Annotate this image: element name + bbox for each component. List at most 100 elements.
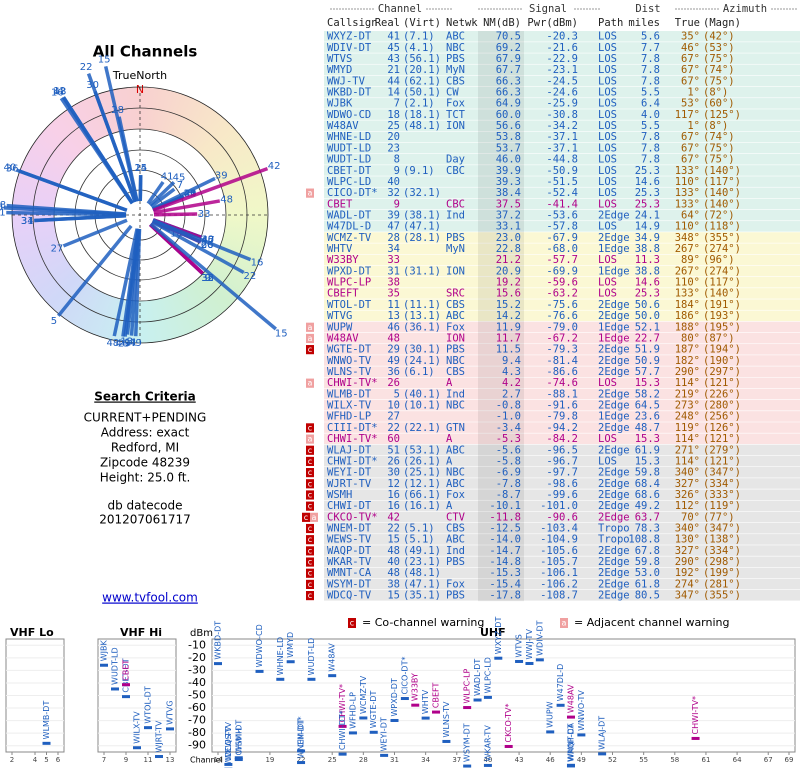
station-label: WTVS [515,634,524,657]
cell: -79.0 [546,321,578,333]
cell: -50.9 [546,165,578,177]
cell: WSYM-DT [327,578,372,590]
signal-spoke [6,210,127,217]
row-background [324,511,800,523]
station-label: CIII-DT* [297,716,306,747]
station-label: CICO-DT* [400,657,409,695]
cell: ABC [446,31,465,43]
cell: 2Edge [598,556,630,568]
row-background [324,366,800,377]
signal-bar [473,698,482,702]
cell: Fox [446,489,465,501]
cell: 80° [681,332,700,344]
station-label: CHWI-DT [234,720,243,756]
station-label: CHWI-DT* [338,710,347,750]
cell: -69.9 [546,265,578,277]
cell: 2.7 [502,388,521,400]
signal-spoke [150,187,176,208]
cell: -57.8 [546,221,578,233]
row-background [324,578,800,590]
row-background [324,288,800,299]
station-label: WCMZ-TV [359,675,368,714]
row-background [324,75,800,87]
cell: 49.2 [635,500,660,512]
x-tick-label: 61 [701,756,710,764]
x-tick-label: 19 [265,756,274,764]
cell: Fox [446,321,465,333]
cell: 14.2 [496,310,521,322]
cell: 36 [387,366,400,378]
cell: LOS [598,86,617,98]
cell: 67.8 [635,545,660,557]
spoke-label: 5 [51,316,57,327]
cell: 38 [387,277,400,289]
cell: 89° [681,254,700,266]
warning-flag [306,468,314,478]
cell: (38.1) [403,209,441,221]
cell: -10.1 [489,500,521,512]
warning-flag-text: c [308,468,312,477]
row-background [324,176,800,187]
cell: 15.3 [635,455,660,467]
cell: 48 [387,332,400,344]
spoke-label: 22 [80,62,93,73]
cell: -51.5 [546,176,578,188]
station-label: WWJ-TV [525,629,534,660]
warning-flag-text: c [308,457,312,466]
cell: 8 [394,154,400,166]
cell: 60 [387,433,400,445]
cell: (87°) [703,332,735,344]
datecode-label: db datecode [107,499,182,513]
cell: (193°) [703,310,741,322]
cell: (121°) [703,455,741,467]
spoke-label: 14 [134,163,147,174]
cell: 53.7 [496,142,521,154]
cell: 340° [675,523,700,535]
cell: 2Edge [598,232,630,244]
cell: 28 [387,232,400,244]
cell: SRC [446,288,465,300]
cell: Fox [446,578,465,590]
signal-bar [111,687,119,691]
cell: (30.1) [403,344,441,356]
spoke-label: 20 [184,189,197,200]
signal-spoke [112,228,139,337]
station-label: WEWS-TV [224,721,233,760]
signal-bar [380,753,389,757]
cell: (23.1) [403,556,441,568]
cell: (6.1) [403,366,435,378]
cell: 67.9 [496,53,521,65]
cell: 340° [675,467,700,479]
warning-flag-text: c [308,345,312,354]
station-label: WKBD-DT [214,621,223,660]
cell: -63.2 [546,288,578,300]
warning-flag [306,423,314,433]
cell: 39.9 [496,165,521,177]
cell: WLPC-LD [327,176,371,188]
link[interactable]: www.tvfool.com [102,591,198,605]
cell: 14.6 [635,277,660,289]
signal-bar [463,706,472,710]
warning-flag-text: c [308,546,312,555]
cell: 2Edge [598,422,630,434]
signal-bar [432,710,441,714]
cell: LOS [598,98,617,110]
row-background [324,534,800,545]
cell: 130° [675,534,700,546]
cell: 2Edge [598,299,630,311]
signal-spoke [153,199,221,215]
cell: -106.1 [540,567,578,579]
cell: 42 [387,511,400,523]
signal-bar [214,662,222,666]
cell: PBS [446,344,465,356]
station-label: WILX-TV [133,711,142,744]
row-background [324,522,800,534]
cell: 19.2 [496,277,521,289]
cell: -105.7 [540,556,578,568]
cell: 2Edge [598,444,630,456]
spoke-label: 12 [53,86,66,97]
signal-bar [556,703,565,707]
cell: (333°) [703,489,741,501]
warning-flag-text: a [308,189,313,198]
signal-spoke [6,203,127,216]
